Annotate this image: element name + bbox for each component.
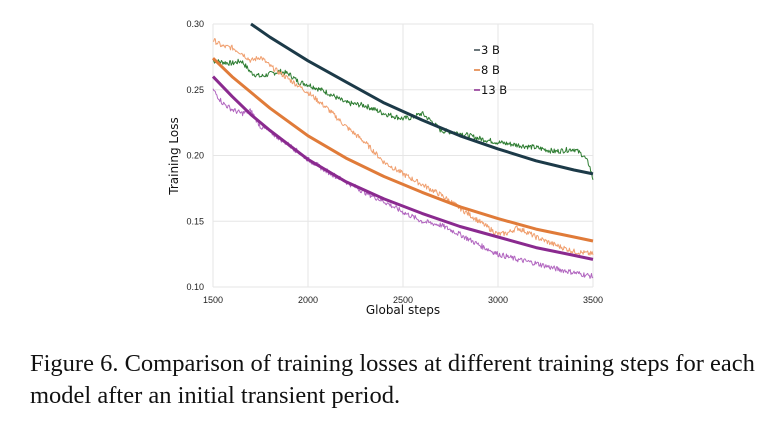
x-tick-label: 3000 bbox=[488, 295, 508, 305]
figure-caption: Figure 6. Comparison of training losses … bbox=[30, 350, 755, 409]
x-tick-label: 3500 bbox=[583, 295, 603, 305]
legend-label: 8 B bbox=[481, 63, 500, 77]
series-line-8bfit bbox=[211, 57, 594, 243]
legend-label: 13 B bbox=[481, 83, 507, 97]
x-axis-label: Global steps bbox=[366, 303, 440, 317]
x-tick-label: 2000 bbox=[298, 295, 318, 305]
series-group bbox=[211, 22, 594, 279]
y-tick-label: 0.30 bbox=[186, 19, 204, 29]
y-tick-label: 0.15 bbox=[186, 216, 204, 226]
series-line-8b bbox=[212, 38, 594, 256]
series-line-13bfit bbox=[211, 75, 594, 261]
x-tick-labels: 1500 2000 2500 3000 3500 bbox=[203, 295, 603, 305]
series-line-3bfit bbox=[250, 22, 594, 176]
x-tick-label: 2500 bbox=[393, 295, 413, 305]
series-line-3b bbox=[212, 58, 594, 180]
y-tick-label: 0.25 bbox=[186, 85, 204, 95]
chart: 0.10 0.15 0.20 0.25 0.30 1500 2000 2500 3000 350… bbox=[167, 19, 603, 317]
legend: 3 B 8 B 13 B bbox=[474, 43, 507, 97]
x-tick-label: 1500 bbox=[203, 295, 223, 305]
y-tick-labels: 0.10 0.15 0.20 0.25 0.30 bbox=[186, 19, 204, 292]
y-tick-label: 0.20 bbox=[186, 151, 204, 161]
grid bbox=[212, 23, 594, 288]
y-axis-label: Training Loss bbox=[167, 117, 181, 195]
y-tick-label: 0.10 bbox=[186, 282, 204, 292]
legend-label: 3 B bbox=[481, 43, 500, 57]
